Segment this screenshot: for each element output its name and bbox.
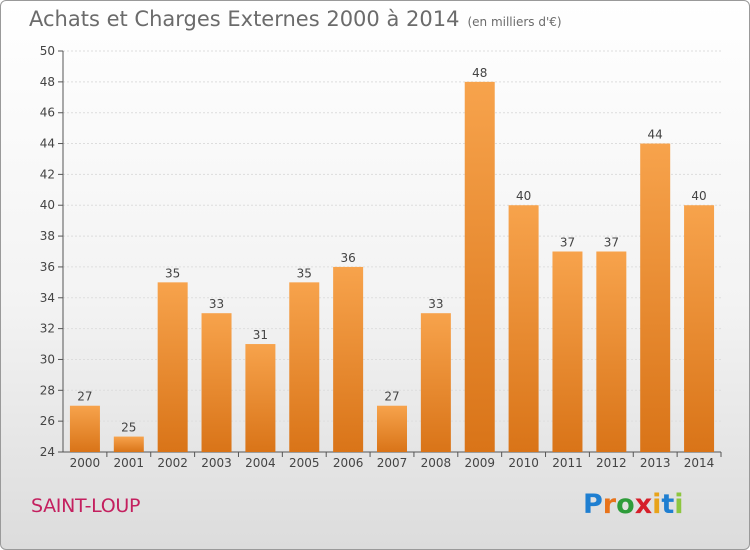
- x-tick-label: 2003: [201, 456, 232, 470]
- bar-2006: [333, 266, 364, 452]
- logo-letter: r: [602, 489, 617, 520]
- bar-2009: [464, 81, 495, 452]
- bar-2007: [377, 405, 407, 452]
- x-tick-label: 2006: [333, 456, 364, 470]
- x-tick-label: 2010: [508, 456, 539, 470]
- data-label: 35: [165, 266, 180, 280]
- data-label: 33: [209, 297, 224, 311]
- y-tick-label: 36: [40, 260, 55, 274]
- bar-2010: [508, 205, 539, 452]
- logo-letter: P: [583, 489, 603, 520]
- x-tick-label: 2001: [114, 456, 145, 470]
- proxiti-logo: Proxiti: [583, 489, 684, 520]
- y-tick-label: 24: [40, 445, 55, 459]
- logo-letter: i: [652, 489, 662, 520]
- bar-2003: [201, 313, 232, 452]
- logo-letter: t: [661, 489, 675, 520]
- y-tick-label: 32: [40, 322, 55, 336]
- bar-2005: [289, 282, 320, 452]
- bar-2008: [420, 313, 451, 452]
- y-tick-label: 40: [40, 198, 55, 212]
- x-tick-label: 2007: [377, 456, 408, 470]
- x-tick-label: 2004: [245, 456, 276, 470]
- location-label: SAINT-LOUP: [31, 495, 141, 517]
- x-tick-label: 2012: [596, 456, 627, 470]
- data-label: 36: [340, 251, 355, 265]
- y-tick-label: 46: [40, 106, 55, 120]
- logo-letter: o: [616, 489, 635, 520]
- bar-2013: [640, 143, 671, 453]
- y-tick-label: 50: [40, 44, 55, 58]
- chart-title-text: Achats et Charges Externes 2000 à 2014: [29, 7, 460, 31]
- chart-unit: (en milliers d'€): [467, 15, 562, 29]
- bar-2001: [113, 436, 144, 452]
- x-tick-label: 2009: [464, 456, 495, 470]
- data-label: 44: [648, 128, 663, 142]
- bar-2002: [157, 282, 188, 452]
- bar-2000: [69, 405, 100, 452]
- y-tick-label: 44: [40, 137, 55, 151]
- x-tick-label: 2005: [289, 456, 320, 470]
- logo-letter: i: [674, 489, 684, 520]
- logo-letter: x: [634, 489, 653, 520]
- x-tick-label: 2002: [157, 456, 188, 470]
- data-label: 31: [253, 328, 268, 342]
- y-tick-label: 26: [40, 414, 55, 428]
- x-tick-label: 2013: [640, 456, 671, 470]
- data-label: 27: [77, 390, 92, 404]
- bar-2004: [245, 344, 276, 452]
- data-label: 35: [297, 266, 312, 280]
- y-tick-label: 34: [40, 291, 55, 305]
- y-tick-label: 30: [40, 352, 55, 366]
- x-tick-label: 2008: [421, 456, 452, 470]
- data-label: 27: [384, 390, 399, 404]
- data-label: 37: [604, 236, 619, 250]
- data-label: 25: [121, 421, 136, 435]
- y-tick-label: 38: [40, 229, 55, 243]
- data-label: 48: [472, 66, 487, 80]
- x-tick-label: 2000: [70, 456, 101, 470]
- x-tick-label: 2011: [552, 456, 583, 470]
- data-label: 40: [516, 189, 531, 203]
- y-tick-label: 28: [40, 383, 55, 397]
- data-label: 40: [691, 189, 706, 203]
- bar-2014: [684, 205, 715, 452]
- bar-2011: [552, 251, 583, 452]
- data-label: 37: [560, 236, 575, 250]
- data-label: 33: [428, 297, 443, 311]
- bar-2012: [596, 251, 627, 452]
- y-tick-label: 42: [40, 167, 55, 181]
- chart-title: Achats et Charges Externes 2000 à 2014 (e…: [29, 7, 562, 31]
- x-tick-label: 2014: [684, 456, 715, 470]
- y-tick-label: 48: [40, 75, 55, 89]
